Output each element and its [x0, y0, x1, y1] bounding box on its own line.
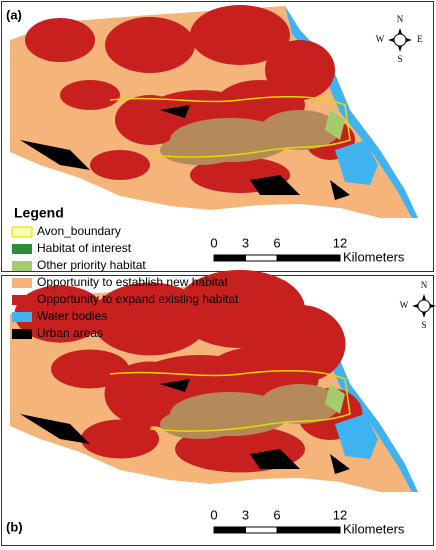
compass-s: S — [421, 320, 426, 330]
compass-e: E — [417, 34, 423, 44]
water-body — [335, 414, 378, 459]
scale-segment — [276, 526, 341, 534]
legend-label: Habitat of interest — [37, 241, 132, 255]
scale-label: 0 — [210, 235, 217, 250]
urban-texture — [260, 110, 340, 150]
expand-habitat — [60, 80, 120, 110]
legend-label: Avon_boundary — [37, 224, 121, 238]
legend-swatch — [12, 261, 32, 271]
scale-unit: Kilometers — [343, 249, 405, 264]
scale-label: 6 — [273, 507, 280, 522]
legend-swatch — [12, 244, 32, 254]
legend-swatch — [12, 278, 32, 288]
legend-swatch — [12, 295, 32, 305]
scale-label: 12 — [333, 235, 347, 250]
legend: Legend Avon_boundary Habitat of interest Ot… — [11, 205, 239, 340]
panel-label: (a) — [6, 7, 22, 22]
expand-habitat — [190, 5, 290, 65]
compass-w: W — [400, 300, 409, 310]
scale-label: 12 — [333, 507, 347, 522]
scale-segment — [213, 254, 246, 262]
legend-label: Other priority habitat — [37, 258, 146, 272]
scale-segment — [245, 526, 278, 534]
compass-n: N — [397, 14, 404, 24]
scale-unit: Kilometers — [343, 521, 405, 536]
compass-ring — [393, 33, 407, 47]
other-habitat — [325, 110, 345, 140]
legend-label: Opportunity to expand existing habitat — [37, 292, 239, 306]
legend-title: Legend — [14, 205, 64, 221]
expand-habitat — [51, 349, 129, 389]
scale-label: 0 — [210, 507, 217, 522]
urban-texture — [260, 384, 340, 424]
expand-habitat — [105, 17, 195, 73]
avon-boundary — [109, 96, 351, 158]
legend-label: Opportunity to establish new habitat — [37, 275, 228, 289]
scale-segment — [245, 254, 278, 262]
panel-label: (b) — [6, 519, 23, 534]
scale-segment — [276, 254, 341, 262]
water-body — [335, 140, 378, 185]
expand-habitat — [14, 285, 106, 343]
expand-habitat — [25, 18, 95, 62]
legend-swatch — [12, 329, 32, 339]
avon-boundary — [109, 370, 351, 432]
compass-w: W — [376, 34, 385, 44]
compass-n: N — [421, 280, 428, 290]
scale-label: 3 — [242, 235, 249, 250]
other-habitat — [325, 384, 345, 414]
panel-frame — [1, 1, 434, 272]
compass-ring — [417, 299, 431, 313]
legend-label: Water bodies — [37, 309, 107, 323]
legend-swatch — [12, 312, 32, 322]
legend-swatch — [11, 226, 33, 238]
legend-label: Urban areas — [37, 326, 103, 340]
expand-habitat — [90, 150, 150, 180]
urban-texture — [160, 135, 240, 165]
scale-label: 3 — [242, 507, 249, 522]
compass: N S E W — [376, 14, 424, 64]
scale-segment — [213, 526, 246, 534]
urban-texture — [160, 409, 240, 439]
expand-habitat — [115, 95, 185, 145]
expand-habitat — [81, 419, 159, 459]
scale-label: 6 — [273, 235, 280, 250]
compass-s: S — [397, 54, 402, 64]
